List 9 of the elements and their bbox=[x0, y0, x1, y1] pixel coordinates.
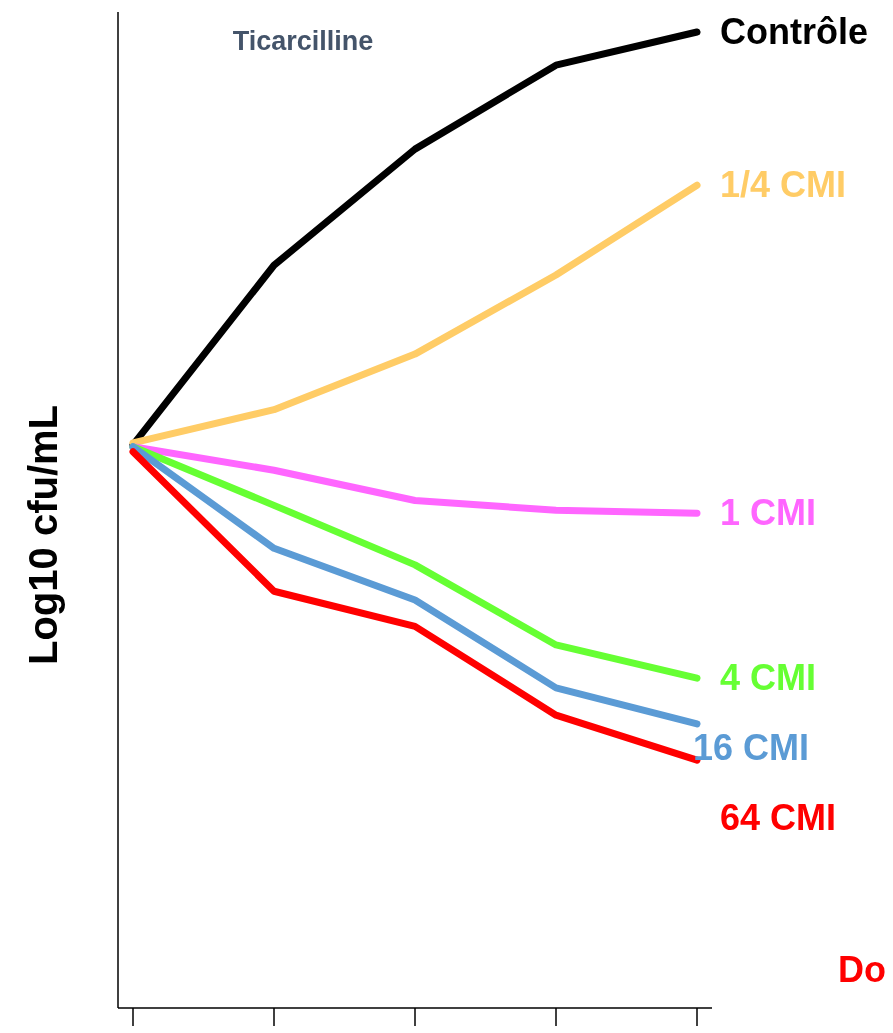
text: Do bbox=[838, 949, 886, 990]
chart-title: Ticarcilline bbox=[232, 26, 374, 56]
series-label: 4 CMI bbox=[720, 657, 817, 699]
series-label: 64 CMI bbox=[720, 797, 837, 839]
y-axis-title: Log10 cfu/mL bbox=[21, 404, 65, 666]
series-label: Contrôle bbox=[720, 11, 868, 52]
series-label: 16 CMI bbox=[693, 727, 810, 769]
series-label: 1 CMI bbox=[720, 492, 817, 534]
series-label: 1/4 CMI bbox=[720, 164, 847, 206]
